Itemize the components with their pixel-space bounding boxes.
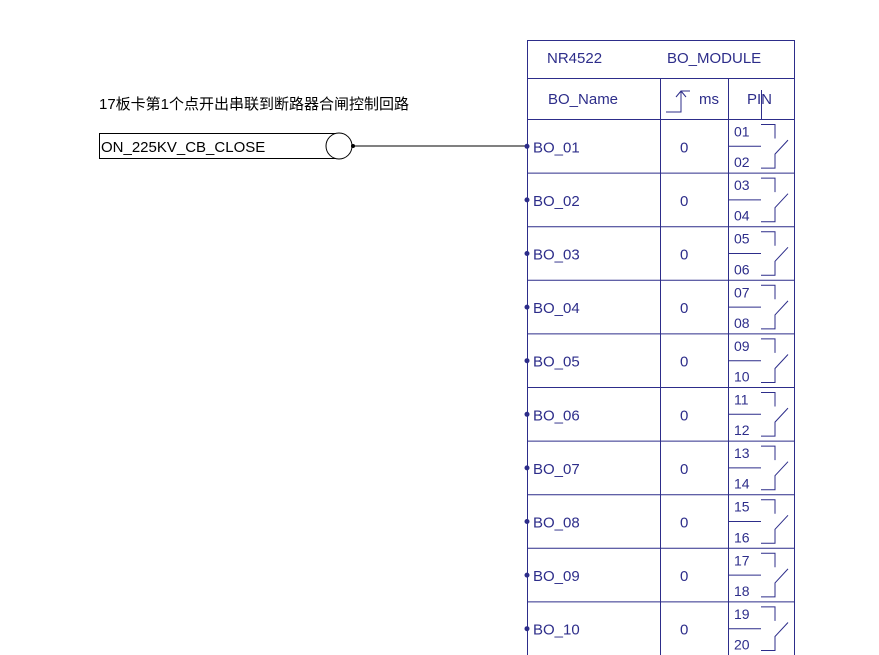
bo-row[interactable]: BO_01 0 01 02 xyxy=(524,124,795,174)
bo-row[interactable]: BO_03 0 05 06 xyxy=(524,231,795,281)
input-dot xyxy=(524,304,530,310)
header-bo-name: BO_Name xyxy=(548,91,618,108)
signal-label: ON_225KV_CB_CLOSE xyxy=(101,139,265,156)
bo-delay: 0 xyxy=(680,300,688,317)
bo-name: BO_05 xyxy=(533,354,580,371)
relay-contact-icon xyxy=(761,392,789,437)
bo-row[interactable]: BO_02 0 03 04 xyxy=(524,177,795,228)
input-dot xyxy=(524,197,530,203)
relay-contact-icon xyxy=(761,124,789,169)
bo-row[interactable]: BO_10 0 19 20 xyxy=(524,606,795,655)
module-title: BO_MODULE xyxy=(667,50,761,67)
input-dot xyxy=(524,143,530,149)
bo-delay: 0 xyxy=(680,461,688,478)
pin-top: 01 xyxy=(734,124,750,140)
bo-delay: 0 xyxy=(680,568,688,585)
bo-row[interactable]: BO_05 0 09 10 xyxy=(524,338,795,388)
relay-contact-icon xyxy=(761,338,789,383)
pin-bottom: 16 xyxy=(734,529,750,545)
bo-delay: 0 xyxy=(680,515,688,532)
bo-name: BO_09 xyxy=(533,568,580,585)
bo-row[interactable]: BO_09 0 17 18 xyxy=(524,552,795,603)
relay-contact-icon xyxy=(761,177,789,223)
pin-top: 05 xyxy=(734,231,750,247)
bo-delay: 0 xyxy=(680,407,688,424)
bo-module-table: NR4522 BO_MODULE BO_Name ms PIN BO_01 001… xyxy=(524,40,795,655)
header-delay-unit: ms xyxy=(699,91,719,108)
pin-bottom: 20 xyxy=(734,637,750,653)
pin-bottom: 04 xyxy=(734,208,750,224)
pin-top: 15 xyxy=(734,499,750,515)
input-dot xyxy=(524,519,530,524)
pin-bottom: 12 xyxy=(734,422,750,438)
pin-top: 19 xyxy=(734,606,750,622)
pin-top: 09 xyxy=(734,338,750,354)
signal-box[interactable]: ON_225KV_CB_CLOSE xyxy=(99,132,353,160)
pin-top: 11 xyxy=(734,392,749,408)
pin-bottom: 10 xyxy=(734,369,750,385)
annotation-text: 17板卡第1个点开出串联到断路器合闸控制回路 xyxy=(99,95,409,113)
bo-delay: 0 xyxy=(680,247,688,264)
bo-row[interactable]: BO_04 0 07 08 xyxy=(524,284,795,335)
header-pin: PIN xyxy=(747,91,772,108)
input-dot xyxy=(524,572,530,578)
input-dot xyxy=(524,465,530,471)
pin-top: 17 xyxy=(734,552,750,568)
bo-delay: 0 xyxy=(680,354,688,371)
arrow-up-icon xyxy=(675,90,687,98)
pin-top: 13 xyxy=(734,445,750,461)
relay-contact-icon xyxy=(761,445,789,491)
pin-bottom: 14 xyxy=(734,476,750,492)
bo-name: BO_06 xyxy=(533,407,580,424)
connector-circle-icon xyxy=(325,132,353,160)
pin-bottom: 18 xyxy=(734,583,750,599)
input-dot xyxy=(524,411,530,417)
bo-name: BO_01 xyxy=(533,139,580,156)
module-model: NR4522 xyxy=(547,50,602,67)
input-dot xyxy=(524,626,530,632)
bo-name: BO_07 xyxy=(533,461,580,478)
bo-row[interactable]: BO_06 0 11 12 xyxy=(524,392,795,442)
relay-contact-icon xyxy=(761,499,789,544)
bo-delay: 0 xyxy=(680,622,688,639)
bo-name: BO_03 xyxy=(533,247,580,264)
bo-row[interactable]: BO_08 0 15 16 xyxy=(524,499,795,549)
bo-delay: 0 xyxy=(680,139,688,156)
bo-name: BO_04 xyxy=(533,300,580,317)
relay-contact-icon xyxy=(761,606,789,651)
pin-bottom: 08 xyxy=(734,315,750,331)
relay-contact-icon xyxy=(761,552,789,598)
bo-name: BO_02 xyxy=(533,193,580,210)
rising-edge-icon xyxy=(666,90,690,113)
pin-top: 03 xyxy=(734,177,750,193)
bo-name: BO_08 xyxy=(533,515,580,532)
input-dot xyxy=(524,251,530,256)
pin-bottom: 06 xyxy=(734,261,750,277)
pin-top: 07 xyxy=(734,284,750,300)
module-border xyxy=(527,40,795,655)
relay-contact-icon xyxy=(761,284,789,330)
bo-delay: 0 xyxy=(680,193,688,210)
bo-name: BO_10 xyxy=(533,622,580,639)
input-dot xyxy=(524,358,530,364)
relay-contact-icon xyxy=(761,231,789,276)
bo-row[interactable]: BO_07 0 13 14 xyxy=(524,445,795,496)
wire-end-dot xyxy=(351,144,355,148)
pin-bottom: 02 xyxy=(734,154,750,170)
